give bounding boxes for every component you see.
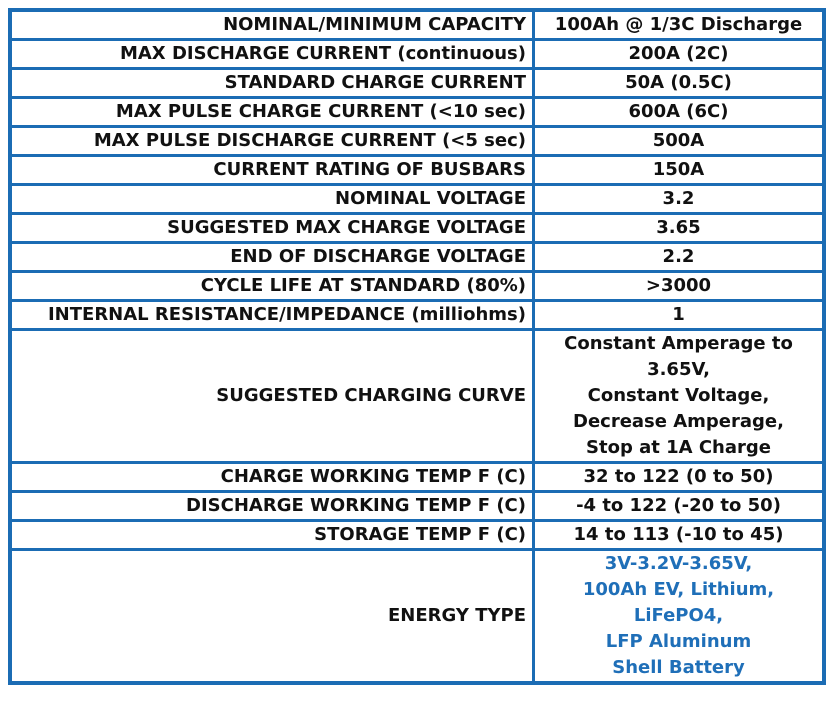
spec-label: MAX DISCHARGE CURRENT (continuous)	[8, 38, 535, 70]
table-row: SUGGESTED CHARGING CURVE Constant Ampera…	[8, 328, 826, 464]
spec-label: NOMINAL/MINIMUM CAPACITY	[8, 8, 535, 41]
value-line: LiFePO4,	[633, 605, 724, 626]
spec-value: 100Ah @ 1/3C Discharge	[532, 8, 826, 41]
spec-label: DISCHARGE WORKING TEMP F (C)	[8, 490, 535, 522]
table-row: NOMINAL/MINIMUM CAPACITY 100Ah @ 1/3C Dis…	[8, 8, 826, 41]
spec-label: CYCLE LIFE AT STANDARD (80%)	[8, 270, 535, 302]
table-row: DISCHARGE WORKING TEMP F (C) -4 to 122 (-…	[8, 490, 826, 522]
spec-value: 600A (6C)	[532, 96, 826, 128]
table-row: MAX DISCHARGE CURRENT (continuous) 200A (…	[8, 38, 826, 70]
spec-value-multiline: Constant Amperage to 3.65V, Constant Vol…	[532, 328, 826, 464]
value-line: Decrease Amperage,	[573, 411, 784, 432]
table-row: INTERNAL RESISTANCE/IMPEDANCE (milliohms…	[8, 299, 826, 331]
table-row: CURRENT RATING OF BUSBARS 150A	[8, 154, 826, 186]
spec-label: STORAGE TEMP F (C)	[8, 519, 535, 551]
value-line: LFP Aluminum	[605, 631, 752, 652]
spec-label: MAX PULSE DISCHARGE CURRENT (<5 sec)	[8, 125, 535, 157]
table-row: STORAGE TEMP F (C) 14 to 113 (-10 to 45)	[8, 519, 826, 551]
spec-value: 32 to 122 (0 to 50)	[532, 461, 826, 493]
spec-label: SUGGESTED CHARGING CURVE	[8, 328, 535, 464]
table-row: STANDARD CHARGE CURRENT 50A (0.5C)	[8, 67, 826, 99]
energy-type-value: 3V-3.2V-3.65V, 100Ah EV, Lithium, LiFePO…	[532, 548, 826, 685]
spec-value: 1	[532, 299, 826, 331]
table-row: CYCLE LIFE AT STANDARD (80%) >3000	[8, 270, 826, 302]
spec-value: 3.2	[532, 183, 826, 215]
spec-label: NOMINAL VOLTAGE	[8, 183, 535, 215]
table-row: SUGGESTED MAX CHARGE VOLTAGE 3.65	[8, 212, 826, 244]
spec-label: CHARGE WORKING TEMP F (C)	[8, 461, 535, 493]
spec-value: -4 to 122 (-20 to 50)	[532, 490, 826, 522]
battery-spec-table: NOMINAL/MINIMUM CAPACITY 100Ah @ 1/3C Dis…	[8, 8, 826, 685]
spec-value: 500A	[532, 125, 826, 157]
value-line: 100Ah EV, Lithium,	[582, 579, 775, 600]
table-row: NOMINAL VOLTAGE 3.2	[8, 183, 826, 215]
spec-value: 50A (0.5C)	[532, 67, 826, 99]
spec-value: 14 to 113 (-10 to 45)	[532, 519, 826, 551]
table-row: END OF DISCHARGE VOLTAGE 2.2	[8, 241, 826, 273]
spec-value: 2.2	[532, 241, 826, 273]
spec-value: 3.65	[532, 212, 826, 244]
spec-label: CURRENT RATING OF BUSBARS	[8, 154, 535, 186]
spec-label: INTERNAL RESISTANCE/IMPEDANCE (milliohms…	[8, 299, 535, 331]
spec-label: END OF DISCHARGE VOLTAGE	[8, 241, 535, 273]
value-line: Shell Battery	[612, 657, 745, 678]
spec-value: >3000	[532, 270, 826, 302]
value-line: 3.65V,	[647, 359, 710, 380]
spec-label: ENERGY TYPE	[8, 548, 535, 685]
spec-label: MAX PULSE CHARGE CURRENT (<10 sec)	[8, 96, 535, 128]
table-row: MAX PULSE DISCHARGE CURRENT (<5 sec) 500A	[8, 125, 826, 157]
value-line: Constant Voltage,	[587, 385, 770, 406]
spec-value: 200A (2C)	[532, 38, 826, 70]
table-row: MAX PULSE CHARGE CURRENT (<10 sec) 600A (…	[8, 96, 826, 128]
value-line: Constant Amperage to	[564, 333, 793, 354]
spec-label: STANDARD CHARGE CURRENT	[8, 67, 535, 99]
spec-label: SUGGESTED MAX CHARGE VOLTAGE	[8, 212, 535, 244]
value-line: Stop at 1A Charge	[586, 437, 771, 458]
spec-value: 150A	[532, 154, 826, 186]
value-line: 3V-3.2V-3.65V,	[604, 553, 753, 574]
table-row: CHARGE WORKING TEMP F (C) 32 to 122 (0 to…	[8, 461, 826, 493]
table-row: ENERGY TYPE 3V-3.2V-3.65V, 100Ah EV, Lit…	[8, 548, 826, 685]
